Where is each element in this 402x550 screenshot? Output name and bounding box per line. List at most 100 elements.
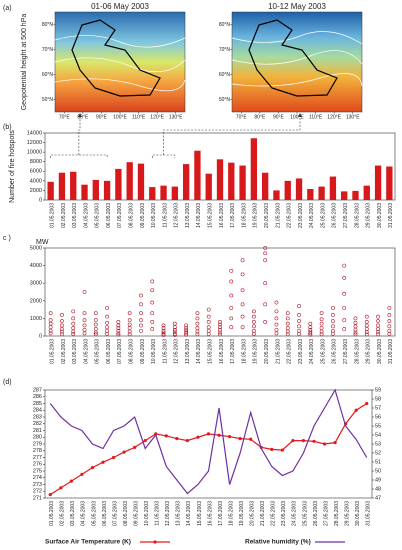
x-tick-label: 23.05.2003 (298, 339, 304, 364)
bar (284, 180, 291, 200)
point (60, 327, 64, 331)
x-tick-label: 09.05.2003 (133, 501, 139, 526)
x-tick-label: 04.05.2003 (83, 339, 89, 364)
y-tick-label: 281 (33, 428, 42, 434)
point (342, 291, 347, 296)
x-tick-label: 14.05.2003 (196, 339, 202, 364)
x-tick-label: 29.05.2003 (366, 203, 372, 228)
y2-tick-label: 58 (375, 396, 381, 402)
point (139, 318, 143, 323)
marker (280, 448, 284, 452)
x-tick-label: 02.05.2003 (61, 339, 67, 364)
x-tick-label: 02.05.2003 (61, 203, 67, 228)
point (93, 327, 98, 331)
marker (270, 447, 274, 451)
y2-tick-label: 47 (375, 495, 381, 501)
marker (249, 437, 253, 441)
point (353, 316, 358, 321)
bar (103, 180, 111, 200)
point (82, 318, 87, 323)
point (229, 305, 234, 310)
lon-tick-label: 120°E (327, 114, 341, 120)
x-tick-label: 13.05.2003 (176, 501, 182, 526)
point (139, 328, 143, 333)
x-tick-label: 25.05.2003 (320, 339, 326, 364)
legend-label: Relative humidity (%) (245, 539, 311, 546)
point (116, 326, 121, 330)
bar (126, 162, 133, 200)
point (184, 327, 189, 332)
x-tick-label: 03.05.2003 (72, 203, 78, 228)
point (353, 330, 358, 335)
point (274, 300, 279, 305)
x-tick-label: 19.05.2003 (239, 501, 245, 526)
panel-label: (d) (3, 379, 12, 386)
marker (206, 432, 211, 436)
point (195, 326, 200, 330)
x-tick-label: 08.05.2003 (123, 501, 129, 526)
panel-label: (b) (3, 124, 12, 131)
y-tick-label: 274 (33, 475, 42, 481)
x-tick-label: 28.05.2003 (354, 339, 360, 364)
x-tick-label: 10.05.2003 (151, 339, 157, 364)
point (116, 331, 121, 336)
point (285, 311, 290, 316)
point (387, 319, 392, 323)
marker (164, 434, 168, 438)
x-tick-label: 01.05.2003 (49, 203, 55, 228)
point (285, 332, 290, 337)
y-tick-label: 286 (33, 394, 42, 400)
marker (322, 442, 327, 446)
x-tick-label: 29.05.2003 (344, 501, 350, 526)
y-tick-label: 0 (39, 333, 42, 339)
x-tick-label: 25.05.2003 (302, 501, 308, 526)
bar (307, 188, 314, 200)
y-tick-label: 279 (33, 441, 42, 447)
line (49, 388, 368, 495)
marker (69, 479, 73, 483)
point (229, 268, 234, 273)
marker (154, 432, 158, 436)
point (331, 319, 335, 323)
bar (115, 168, 122, 200)
point (116, 328, 121, 333)
x-tick-label: 21.05.2003 (275, 339, 281, 364)
point (251, 324, 256, 329)
x-tick-label: 12.05.2003 (174, 339, 180, 364)
contours (54, 35, 186, 92)
legend-label: Surface Air Temperature (K) (45, 539, 131, 546)
bar (216, 159, 224, 200)
point (240, 325, 245, 330)
arrow (78, 113, 82, 117)
x-tick-label: 09.05.2003 (140, 203, 146, 228)
point (139, 323, 143, 328)
bar (92, 179, 99, 200)
lat-tick-label: 50°N (42, 97, 54, 103)
y-tick-label: 2000 (30, 298, 42, 304)
point (263, 302, 268, 307)
point (71, 326, 76, 330)
x-tick-label: 07.05.2003 (117, 339, 123, 364)
bar (329, 176, 337, 200)
x-tick-label: 07.05.2003 (112, 501, 118, 526)
point (331, 312, 335, 317)
point (297, 312, 301, 317)
point (342, 305, 347, 310)
point (93, 322, 98, 327)
point (387, 312, 392, 317)
point (353, 327, 358, 332)
x-tick-label: 22.05.2003 (271, 501, 277, 526)
y-tick-label: 8000 (30, 159, 42, 165)
x-tick-label: 23.05.2003 (298, 203, 304, 228)
point (105, 331, 109, 336)
y-tick-label: 14000 (27, 130, 42, 136)
x-tick-label: 20.05.2003 (250, 501, 256, 526)
x-tick-label: 25.05.2003 (320, 203, 326, 228)
point (161, 326, 166, 330)
x-tick-label: 24.05.2003 (309, 203, 315, 228)
bar (250, 138, 258, 200)
x-tick-label: 19.05.2003 (253, 339, 259, 364)
lon-tick-label: 120°E (150, 114, 164, 120)
point (60, 329, 64, 334)
point (319, 332, 324, 337)
